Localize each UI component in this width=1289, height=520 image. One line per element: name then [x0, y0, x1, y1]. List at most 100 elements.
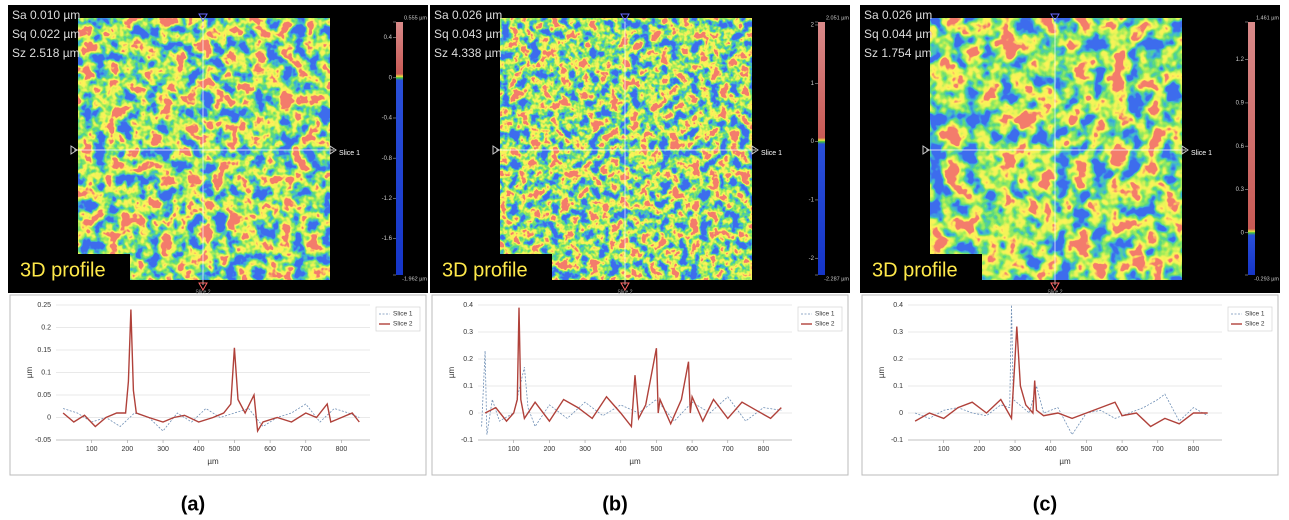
- series-line: [914, 304, 1208, 436]
- surface-stat: Sz 2.518 µm: [12, 46, 80, 60]
- colorbar-limit-label: -1.962 µm: [402, 276, 427, 282]
- x-tick-label: 800: [758, 446, 770, 453]
- surface-stat: Sz 4.338 µm: [434, 46, 502, 60]
- colorbar-tick-label: 0: [811, 139, 815, 145]
- profile-label: 3D profile: [872, 259, 958, 281]
- y-tick-label: 0.1: [893, 383, 903, 390]
- surface-stat: Sq 0.022 µm: [12, 27, 80, 41]
- surface-stat: Sa 0.010 µm: [12, 8, 80, 22]
- colorbar-limit-label: 1.461 µm: [1256, 15, 1279, 21]
- marker: [922, 145, 930, 155]
- colorbar-tick-label: -0.4: [382, 116, 393, 122]
- label-box: [864, 254, 982, 286]
- x-tick-label: 400: [615, 446, 627, 453]
- y-axis-label: µm: [447, 367, 456, 379]
- chart-frame: [9, 294, 427, 476]
- slice-label: Slice 2: [1047, 289, 1062, 295]
- legend-label: Slice 1: [1245, 311, 1265, 318]
- series-line: [481, 350, 782, 435]
- y-tick-label: 0: [469, 410, 473, 417]
- colorbar-tick-label: 0.4: [384, 35, 393, 41]
- x-tick-label: 200: [544, 446, 556, 453]
- y-axis-label: µm: [25, 367, 34, 379]
- colorbar-tick-label: -1.6: [382, 236, 393, 242]
- slice-label: Slice 1: [339, 150, 360, 157]
- colorbar-tick-label: -1.2: [382, 196, 393, 202]
- y-axis-label: µm: [877, 367, 886, 379]
- marker: [198, 13, 208, 23]
- x-tick-label: 600: [264, 446, 276, 453]
- y-tick-label: 0.2: [463, 356, 473, 363]
- x-tick-label: 200: [974, 446, 986, 453]
- x-axis-label: µm: [629, 457, 641, 466]
- x-tick-label: 200: [122, 446, 134, 453]
- legend-box: [375, 306, 421, 332]
- marker: [620, 282, 630, 292]
- legend-label: Slice 1: [815, 311, 835, 318]
- x-tick-label: 400: [193, 446, 205, 453]
- colorbar-tick-label: 2: [811, 23, 815, 29]
- colorbar-limit-label: -2.287 µm: [824, 276, 849, 282]
- surface-stat: Sa 0.026 µm: [864, 8, 932, 22]
- colorbar-limit-label: 2.051 µm: [826, 15, 849, 21]
- y-tick-label: 0.15: [37, 347, 51, 354]
- x-tick-label: 100: [86, 446, 98, 453]
- x-tick-label: 700: [722, 446, 734, 453]
- slice-label: Slice 2: [617, 289, 632, 295]
- panel-caption: (b): [602, 493, 628, 515]
- y-tick-label: 0: [47, 414, 51, 421]
- y-tick-label: 0.4: [893, 302, 903, 309]
- slice-label: Slice 2: [195, 289, 210, 295]
- y-tick-label: 0.1: [463, 383, 473, 390]
- x-tick-label: 300: [579, 446, 591, 453]
- x-tick-label: 500: [1081, 446, 1093, 453]
- series-line: [484, 307, 782, 429]
- marker: [492, 145, 500, 155]
- colorbar-tick-label: 0: [1241, 230, 1245, 236]
- heatmap: [78, 18, 330, 280]
- chart-frame: [861, 294, 1279, 476]
- x-tick-label: 800: [1188, 446, 1200, 453]
- profile-label: 3D profile: [20, 259, 106, 281]
- y-tick-label: 0.3: [463, 329, 473, 336]
- x-tick-label: 300: [157, 446, 169, 453]
- colorbar-tick-label: 0: [389, 75, 393, 81]
- colorbar: [396, 22, 403, 275]
- x-tick-label: 100: [508, 446, 520, 453]
- heatmap: [930, 18, 1182, 280]
- y-tick-label: 0.1: [41, 369, 51, 376]
- surface-stat: Sq 0.044 µm: [864, 27, 932, 41]
- marker: [329, 145, 337, 155]
- y-tick-label: 0: [899, 410, 903, 417]
- colorbar-limit-label: 0.555 µm: [404, 15, 427, 21]
- colorbar: [1248, 22, 1255, 275]
- y-tick-label: 0.25: [37, 302, 51, 309]
- colorbar: [818, 22, 825, 275]
- y-tick-label: 0.4: [463, 302, 473, 309]
- colorbar-tick-label: -0.8: [382, 156, 393, 162]
- colorbar-limit-label: -0.293 µm: [1254, 276, 1279, 282]
- series-line: [62, 309, 360, 434]
- x-tick-label: 700: [300, 446, 312, 453]
- marker: [620, 13, 630, 23]
- colorbar-tick-label: 0.3: [1236, 187, 1245, 193]
- marker: [751, 145, 759, 155]
- slice-label: Slice 1: [761, 150, 782, 157]
- label-box: [12, 254, 130, 286]
- y-tick-label: -0.05: [35, 437, 51, 444]
- y-tick-label: 0.05: [37, 392, 51, 399]
- x-axis-label: µm: [207, 457, 219, 466]
- legend-label: Slice 1: [393, 311, 413, 318]
- panel-caption: (a): [181, 493, 205, 515]
- surface-stat: Sz 1.754 µm: [864, 46, 932, 60]
- heatmap: [500, 18, 752, 280]
- marker: [198, 282, 208, 292]
- marker: [1181, 145, 1189, 155]
- series-line: [62, 403, 360, 432]
- colorbar-tick-label: 0.9: [1236, 100, 1245, 106]
- x-tick-label: 600: [686, 446, 698, 453]
- legend-box: [797, 306, 843, 332]
- x-tick-label: 300: [1009, 446, 1021, 453]
- x-tick-label: 500: [229, 446, 241, 453]
